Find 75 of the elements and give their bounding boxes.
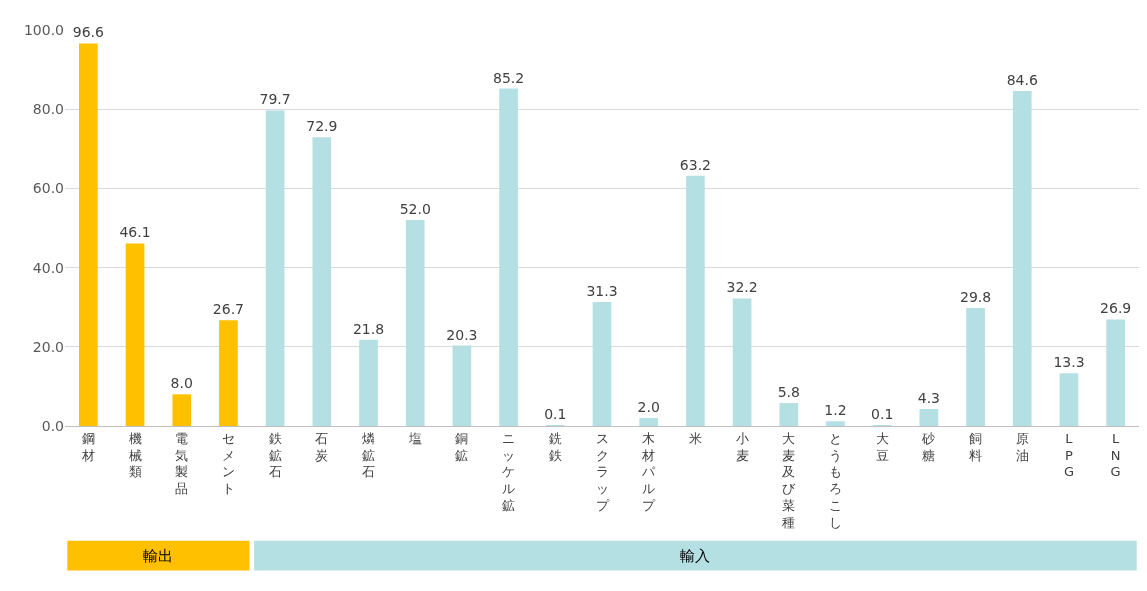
x-tick-label: 銑鉄 <box>548 430 562 463</box>
x-tick-label: 石炭 <box>315 430 329 463</box>
bar <box>499 88 518 426</box>
x-tick-label: LPG <box>1063 430 1074 480</box>
data-label: 4.3 <box>917 389 940 406</box>
x-tick-label: 小麦 <box>735 430 749 463</box>
data-label: 46.1 <box>119 224 151 241</box>
data-label: 84.6 <box>1006 71 1038 88</box>
data-label: 31.3 <box>586 283 618 300</box>
data-label: 0.1 <box>544 406 567 422</box>
data-label: 0.1 <box>871 406 894 422</box>
data-label: 32.2 <box>726 279 758 296</box>
bar <box>1012 90 1032 426</box>
x-tick-label: 機械類 <box>128 430 142 480</box>
data-label: 85.2 <box>493 69 525 86</box>
bar <box>1059 373 1079 426</box>
data-label: 26.9 <box>1100 300 1132 317</box>
data-label: 5.8 <box>777 384 800 401</box>
y-tick-label: 20.0 <box>32 338 64 355</box>
x-tick-label: 大豆 <box>875 430 889 463</box>
bar <box>125 243 145 426</box>
bar <box>732 298 752 426</box>
data-label: 1.2 <box>824 402 847 419</box>
data-label: 29.8 <box>959 288 992 305</box>
text: 輸出 <box>143 547 173 565</box>
x-tick-label: LNG <box>1110 430 1121 480</box>
bar <box>79 43 98 426</box>
x-tick-label: 鉄鉱石 <box>268 430 282 480</box>
bar <box>312 137 332 426</box>
x-tick-label: 燐鉱石 <box>362 430 376 480</box>
x-tick-label: 銅鉱 <box>455 430 469 463</box>
data-label: 96.6 <box>72 24 104 41</box>
bar <box>779 403 799 426</box>
bar <box>826 421 845 426</box>
y-tick-label: 40.0 <box>32 259 64 276</box>
data-label: 72.9 <box>306 118 338 135</box>
bar <box>639 418 659 426</box>
bar <box>1106 319 1125 426</box>
data-label: 13.3 <box>1053 354 1085 371</box>
x-tick-label: 大麦及び菜種 <box>782 430 797 531</box>
x-tick-label: 飼料 <box>969 430 983 463</box>
x-tick-label: 木材パルプ <box>641 430 657 514</box>
bar <box>172 394 192 426</box>
x-tick-label: とうもろこし <box>828 430 842 531</box>
data-label: 20.3 <box>446 326 478 343</box>
bar <box>919 408 939 426</box>
data-label: 8.0 <box>170 375 193 392</box>
bar <box>265 110 285 426</box>
data-label: 2.0 <box>637 399 660 416</box>
x-tick-label: 鋼材 <box>80 430 95 463</box>
bar <box>592 302 612 426</box>
bar <box>452 345 472 426</box>
x-tick-label: 原油 <box>1015 430 1029 463</box>
text: 輸入 <box>680 547 710 565</box>
y-tick-label: 60.0 <box>32 180 64 197</box>
data-label: 26.7 <box>212 301 245 318</box>
x-tick-label: ニッケル鉱 <box>502 430 516 514</box>
data-label: 52.0 <box>399 201 431 218</box>
bar <box>405 220 425 426</box>
y-tick-label: 100.0 <box>23 21 64 38</box>
data-label: 63.2 <box>679 156 711 173</box>
bar <box>359 339 378 426</box>
bar <box>966 307 985 426</box>
x-tick-label: 塩 <box>407 430 422 446</box>
x-tick-label: 米 <box>688 430 702 446</box>
bar <box>219 320 238 426</box>
y-tick-label: 0.0 <box>41 417 64 434</box>
x-tick-label: 電気製品 <box>175 430 189 497</box>
bar <box>686 175 705 426</box>
x-tick-label: 砂糖 <box>921 430 936 463</box>
data-label: 79.7 <box>259 91 291 108</box>
x-tick-label: スクラップ <box>595 430 610 514</box>
data-label: 21.8 <box>352 320 385 337</box>
y-tick-label: 80.0 <box>32 101 64 118</box>
x-tick-label: セメント <box>221 430 235 497</box>
